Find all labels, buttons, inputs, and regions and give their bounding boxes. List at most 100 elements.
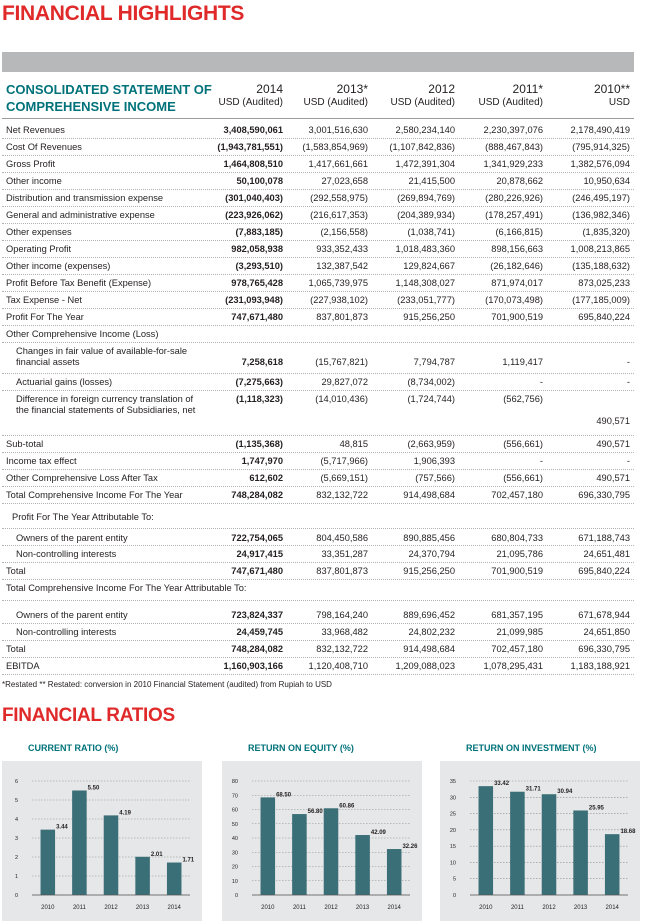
cell-2014: (223,926,062) (225, 210, 283, 220)
cell-2014: (231,093,948) (225, 295, 283, 305)
bar-2011 (292, 814, 307, 895)
cell-2014: 748,284,082 (231, 490, 283, 500)
cell-2014: 747,671,480 (231, 312, 283, 322)
cell-2012: 7,794,787 (413, 357, 455, 367)
column-note: USD (608, 97, 630, 108)
cell-2014: 747,671,480 (231, 566, 283, 576)
cell-2011: 1,119,417 (502, 357, 543, 367)
cell-2010: (1,835,320) (582, 227, 630, 237)
column-header-2012: 2012 USD (Audited) (391, 83, 455, 109)
cell-2012: 915,256,250 (403, 312, 455, 322)
y-tick-label: 5 (453, 877, 456, 883)
bar-2014 (386, 849, 402, 895)
row-divider (2, 579, 634, 580)
cell-2010: 695,840,224 (578, 566, 630, 576)
row-label: Owners of the parent entity (16, 533, 128, 543)
cell-2010: 24,651,850 (583, 627, 630, 637)
cell-2013: (292,558,975) (310, 193, 368, 203)
cell-2012: 2,580,234,140 (395, 125, 455, 135)
column-header-2013: 2013* USD (Audited) (304, 83, 368, 109)
row-label: Other Comprehensive Loss After Tax (6, 473, 158, 483)
cell-2010: 2,178,490,419 (570, 125, 630, 135)
cell-2012: 915,256,250 (403, 566, 455, 576)
bar-value-label: 3.44 (56, 825, 68, 831)
y-tick-label: 30 (450, 795, 456, 801)
cell-2014: (1,135,368) (235, 439, 283, 449)
cell-2012: 1,906,393 (413, 456, 455, 466)
cell-2014: 50,100,078 (236, 176, 283, 186)
cell-2014: (3,293,510) (235, 261, 283, 271)
chart-background (2, 761, 202, 921)
row-divider (2, 435, 634, 436)
chart-plot: 0 1 2 3 4 5 6 3.44 2010 5.50 2011 4.19 2012 2.01 2013 1… (2, 761, 202, 921)
y-tick-label: 30 (232, 850, 238, 856)
cell-2013: 132,387,542 (316, 261, 368, 271)
cell-2012: 914,498,684 (403, 490, 455, 500)
bar-2013 (135, 856, 150, 895)
header-band (2, 52, 634, 72)
cell-2013: (216,617,353) (310, 210, 368, 220)
cell-2013: (227,938,102) (310, 295, 368, 305)
cell-2011: 1,341,929,233 (483, 159, 543, 169)
y-tick-label: 2 (15, 855, 18, 861)
cell-2010: - (626, 377, 630, 387)
y-tick-label: 4 (15, 817, 18, 823)
bar-value-label: 30.94 (557, 789, 573, 795)
row-divider (2, 172, 634, 173)
column-year: 2010** (593, 82, 630, 96)
cell-2010: 24,651,481 (583, 549, 630, 559)
cell-2013: 832,132,722 (316, 490, 368, 500)
x-tick-label: 2010 (41, 905, 55, 911)
row-label: Gross Profit (6, 159, 56, 169)
cell-2011: - (539, 456, 543, 466)
table-title-line2: COMPREHENSIVE INCOME (6, 99, 176, 114)
row-label: EBITDA (6, 661, 40, 671)
cell-2011: 871,974,017 (491, 278, 543, 288)
x-tick-label: 2013 (136, 905, 150, 911)
cell-2011: 20,878,662 (496, 176, 543, 186)
cell-2014: (301,040,403) (225, 193, 283, 203)
cell-2012: (1,724,744) (407, 394, 455, 404)
row-label: Tax Expense - Net (6, 295, 82, 305)
bar-2010 (40, 829, 56, 895)
cell-2012: 914,498,684 (403, 644, 455, 654)
row-divider (2, 657, 634, 658)
cell-2010: 1,382,576,094 (570, 159, 630, 169)
cell-2010: 696,330,795 (578, 490, 630, 500)
row-divider (2, 206, 634, 207)
cell-2014: 748,284,082 (231, 644, 283, 654)
chart-title: CURRENT RATIO (%) (28, 743, 119, 753)
y-tick-label: 5 (15, 798, 18, 804)
row-divider (2, 640, 634, 641)
x-tick-label: 2014 (606, 905, 620, 911)
cell-2014: 1,160,903,166 (223, 661, 283, 671)
cell-2014: 24,917,415 (236, 549, 283, 559)
cell-2010: (795,914,325) (572, 142, 630, 152)
cell-2010: (177,185,009) (572, 295, 630, 305)
cell-2010: - (626, 456, 630, 466)
chart-title: RETURN ON EQUITY (%) (248, 743, 354, 753)
column-header-2010: 2010** USD (594, 83, 630, 109)
y-tick-label: 0 (235, 893, 238, 899)
x-tick-label: 2013 (574, 905, 588, 911)
cell-2014: 24,459,745 (236, 627, 283, 637)
cell-2010: 671,678,944 (578, 610, 630, 620)
cell-2011: 21,095,786 (496, 549, 543, 559)
row-divider (2, 503, 634, 504)
bar-value-label: 68.50 (276, 792, 292, 798)
cell-2012: 1,209,088,023 (395, 661, 455, 671)
cell-2013: 27,023,658 (321, 176, 368, 186)
column-year: 2013* (336, 82, 368, 96)
row-divider (2, 189, 634, 190)
y-tick-label: 10 (450, 860, 456, 866)
cell-2011: 898,156,663 (491, 244, 543, 254)
row-label: Total (6, 644, 26, 654)
cell-2011: (6,166,815) (495, 227, 543, 237)
y-tick-label: 80 (232, 779, 238, 785)
cell-2010: 10,950,634 (583, 176, 630, 186)
row-label: General and administrative expense (6, 210, 155, 220)
cell-2014: 982,058,938 (231, 244, 283, 254)
y-tick-label: 6 (15, 779, 18, 785)
row-divider (2, 528, 634, 529)
cell-2012: 1,018,483,360 (395, 244, 455, 254)
